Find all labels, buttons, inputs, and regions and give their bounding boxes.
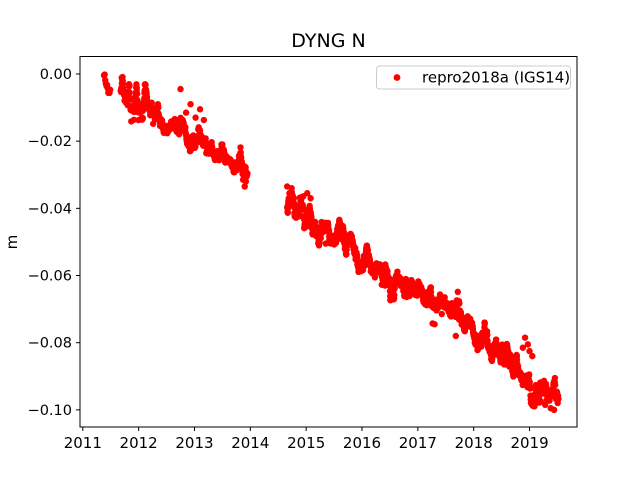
data-point bbox=[524, 341, 532, 348]
data-point bbox=[537, 398, 544, 405]
data-point bbox=[551, 374, 559, 382]
data-point bbox=[526, 347, 533, 355]
data-point bbox=[391, 291, 398, 299]
x-tick-label: 2015 bbox=[287, 434, 325, 452]
data-point bbox=[237, 144, 244, 151]
data-point bbox=[288, 184, 295, 192]
data-point bbox=[101, 71, 108, 78]
data-point bbox=[526, 378, 533, 386]
data-point bbox=[284, 209, 291, 216]
x-tick-label: 2016 bbox=[343, 434, 381, 452]
axes-frame bbox=[79, 56, 578, 428]
chart-title: DYNG N bbox=[291, 30, 365, 52]
data-point bbox=[436, 291, 444, 298]
legend: repro2018a (IGS14) bbox=[376, 65, 571, 90]
data-point bbox=[551, 381, 559, 389]
data-point bbox=[531, 403, 538, 410]
y-tick-label: −0.02 bbox=[28, 134, 72, 150]
data-point bbox=[142, 81, 149, 89]
data-point bbox=[133, 84, 141, 92]
y-axis-ticks: 0.00 −0.02 −0.04 −0.06 −0.08 −0.10 bbox=[28, 67, 80, 419]
data-point bbox=[192, 114, 199, 121]
data-point bbox=[126, 82, 133, 89]
scatter-points bbox=[100, 71, 562, 414]
y-axis-label: m bbox=[3, 235, 21, 250]
data-point bbox=[242, 178, 250, 185]
y-tick-label: −0.04 bbox=[28, 201, 72, 217]
data-point bbox=[322, 240, 329, 247]
data-point bbox=[139, 114, 147, 122]
data-point bbox=[155, 104, 162, 111]
x-tick-label: 2019 bbox=[510, 434, 548, 452]
y-tick-label: −0.06 bbox=[28, 269, 72, 285]
data-point bbox=[438, 310, 445, 318]
data-point bbox=[353, 254, 361, 261]
data-point bbox=[241, 183, 248, 190]
data-point bbox=[527, 384, 534, 392]
data-point bbox=[521, 334, 529, 341]
x-tick-label: 2017 bbox=[399, 434, 437, 452]
y-tick-label: 0.00 bbox=[40, 67, 72, 83]
data-point bbox=[182, 124, 189, 131]
data-point bbox=[130, 116, 138, 123]
x-tick-label: 2011 bbox=[64, 434, 102, 452]
legend-box bbox=[376, 65, 571, 90]
data-point bbox=[317, 234, 324, 242]
data-point bbox=[290, 195, 298, 202]
data-point bbox=[481, 320, 488, 328]
data-point bbox=[133, 90, 141, 98]
x-tick-label: 2018 bbox=[455, 434, 493, 452]
x-axis-ticks: 2011 2012 2013 2014 2015 2016 2017 2018 2019 bbox=[64, 427, 549, 452]
data-point bbox=[529, 352, 536, 360]
data-point bbox=[550, 406, 558, 414]
data-point bbox=[182, 109, 190, 116]
data-point bbox=[126, 89, 133, 96]
y-tick-label: −0.10 bbox=[28, 403, 72, 419]
data-point bbox=[244, 170, 251, 177]
data-point bbox=[441, 294, 448, 301]
x-tick-label: 2014 bbox=[231, 434, 269, 452]
data-point bbox=[452, 332, 460, 340]
data-point bbox=[325, 227, 333, 234]
data-point bbox=[177, 85, 184, 93]
y-tick-label: −0.08 bbox=[28, 336, 72, 352]
legend-label: repro2018a (IGS14) bbox=[422, 69, 570, 87]
data-point bbox=[106, 86, 114, 93]
data-point bbox=[307, 195, 314, 202]
data-point bbox=[286, 190, 293, 197]
data-point bbox=[386, 275, 393, 282]
data-point bbox=[525, 371, 533, 378]
x-tick-label: 2013 bbox=[175, 434, 213, 452]
data-point bbox=[555, 395, 562, 403]
data-point bbox=[519, 344, 527, 351]
data-point bbox=[431, 321, 438, 328]
data-point bbox=[541, 401, 549, 409]
data-point bbox=[196, 106, 204, 113]
data-point bbox=[427, 284, 435, 291]
data-point bbox=[200, 116, 208, 124]
data-point bbox=[187, 101, 194, 108]
legend-marker-dot-icon bbox=[393, 74, 401, 81]
data-point bbox=[484, 331, 491, 339]
x-tick-label: 2012 bbox=[120, 434, 158, 452]
data-point bbox=[454, 288, 461, 296]
data-point bbox=[304, 190, 311, 197]
data-point bbox=[456, 300, 463, 307]
